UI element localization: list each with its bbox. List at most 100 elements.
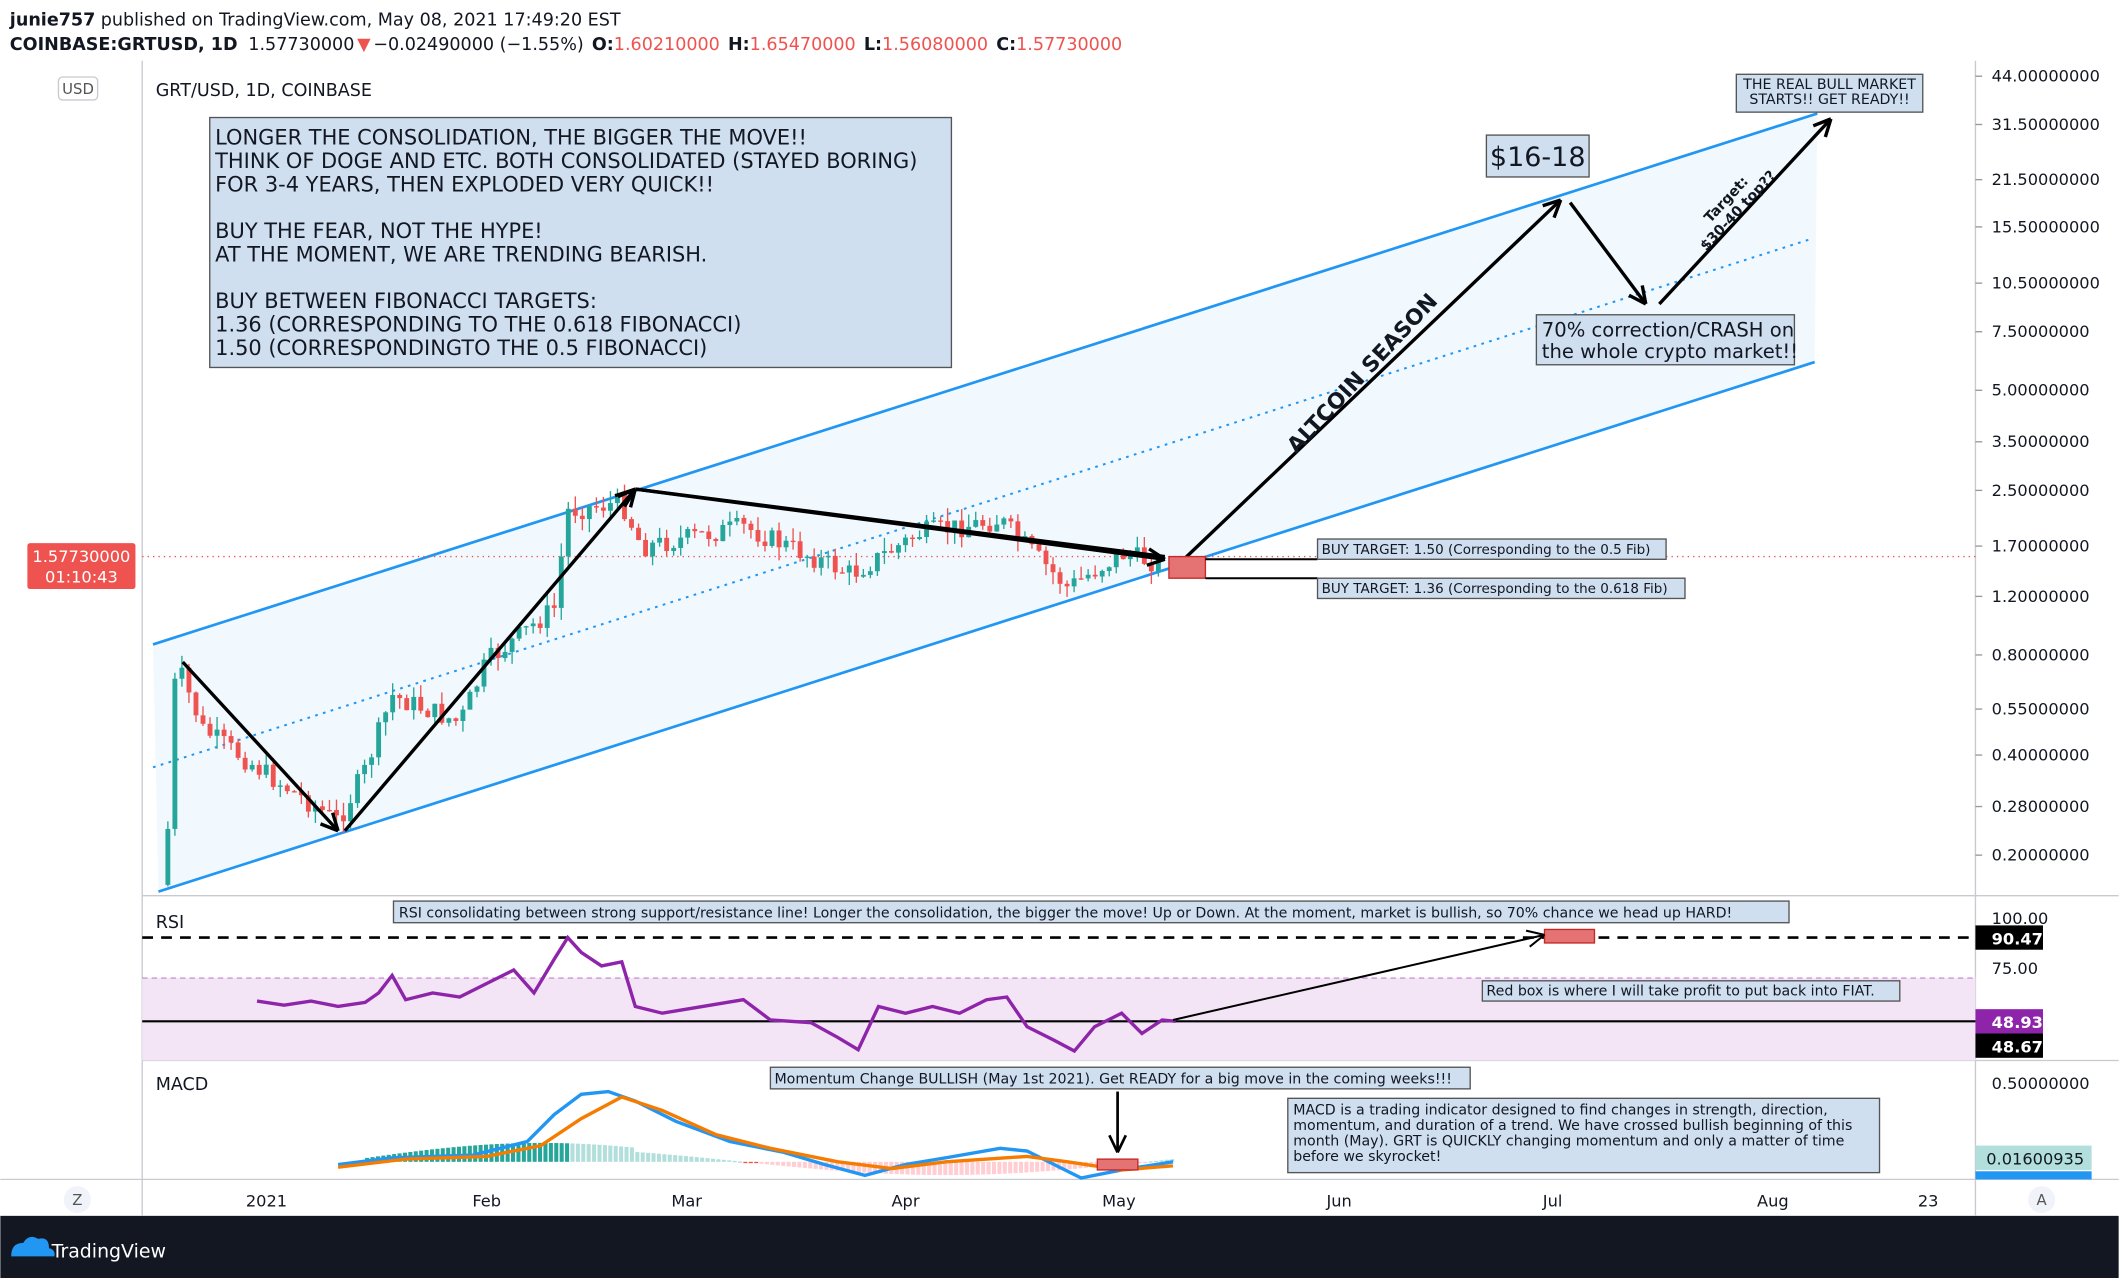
macd-hist [1137,1161,1142,1164]
macd-hist [581,1143,586,1162]
macd-note2-line: MACD is a trading indicator designed to … [1293,1103,1828,1119]
macd-hist [975,1161,980,1175]
candle [797,541,803,558]
rsi-line [256,934,1176,1054]
arrow-head [1108,1134,1119,1153]
change: −0.02490000 (−1.55%) [373,35,583,55]
macd-hist [754,1161,759,1164]
candle [678,537,684,548]
signal-line [337,1095,1174,1172]
candle [664,537,670,552]
macd-hist [1148,1161,1153,1163]
candle [881,551,887,554]
macd-hist [759,1161,764,1164]
candle [1092,574,1098,577]
price-label: 0.20000000 [1992,846,2090,865]
main-note-line: 1.36 (CORRESPONDING TO THE 0.618 FIBONAC… [215,313,741,337]
macd-hist [521,1143,526,1162]
macd-hist [597,1144,602,1162]
candle [411,696,417,711]
macd-hist [559,1143,564,1162]
macd-hist [819,1161,824,1170]
macd-hist [646,1152,651,1162]
candle [783,540,789,548]
candle [242,757,248,770]
o-value: 1.60210000 [614,35,720,55]
candle [720,524,726,542]
arrow [623,488,637,508]
macd-note2-box [1287,1097,1881,1174]
macd-hist [862,1161,867,1173]
buy-1: BUY TARGET: 1.50 (Corresponding to the 0… [1322,542,1651,558]
buy-2: BUY TARGET: 1.36 (Corresponding to the 0… [1322,581,1668,597]
candle [418,696,424,711]
candle [256,764,262,775]
macd-hist [705,1158,710,1162]
macd-hist [619,1146,624,1162]
candle [1008,518,1014,522]
arrow-head [1116,1134,1128,1153]
candle [334,809,339,816]
arrow-head [1640,285,1648,305]
macd-hist [548,1142,553,1162]
candle [523,626,529,628]
macd-hist [916,1161,921,1175]
macd-hist [1073,1161,1078,1169]
bull-box [1735,73,1924,113]
candle [460,709,466,721]
arrow-head [330,812,340,832]
macd-hist [802,1161,807,1168]
price-label: 5.00000000 [1992,381,2090,400]
macd-hist [721,1159,726,1162]
candle [1120,552,1126,560]
candle [1148,563,1154,572]
candle [1078,578,1084,580]
candle [1036,544,1042,551]
rsi-tag-value: 48.93 [1992,1013,2043,1032]
macd-hist [527,1142,532,1162]
target-text: $16-18 [1490,142,1586,173]
l-label: L: [864,35,882,55]
macd-hist [554,1143,559,1162]
rsi-axis-label: 75.00 [1992,959,2038,978]
macd-hist [1143,1161,1148,1164]
candle [558,556,564,608]
main-note-box [209,116,953,369]
candle [397,695,403,699]
macd-hist [727,1160,732,1162]
macd-hist [775,1161,780,1166]
candle [376,722,382,758]
macd-hist [737,1161,743,1163]
target-box [1485,134,1590,178]
main-note-line: BUY THE FEAR, NOT THE HYPE! [215,219,543,243]
publisher: junie757 [9,11,96,31]
candle [425,710,431,718]
macd-hist [991,1161,997,1175]
macd-axis-label: 0.50000000 [1992,1074,2090,1093]
time-label: Feb [472,1191,501,1210]
macd-hist [1035,1161,1040,1172]
macd-hist [543,1142,548,1162]
main-note-line: 1.50 (CORRESPONDINGTO THE 0.5 FIBONACCI) [215,336,707,360]
macd-hist [748,1161,753,1164]
time-label: 23 [1918,1191,1939,1210]
candle [811,556,817,568]
crash-box [1535,314,1796,366]
price-label: 31.50000000 [1992,115,2100,134]
macd-hist [1002,1161,1007,1174]
candle [790,540,796,543]
logo [11,1236,55,1257]
time-label: Aug [1757,1191,1789,1210]
channel-mid [152,238,1811,769]
scale-button[interactable] [2028,1186,2056,1214]
candle [207,723,213,736]
channel-line [158,360,1816,893]
macd-hist [981,1161,986,1175]
candle [221,729,227,737]
macd-tag-blue [1975,1171,2092,1180]
scale-button[interactable] [63,1186,91,1214]
macd-label: MACD [156,1075,209,1095]
c-value: 1.57730000 [1016,35,1122,55]
macd-hist [921,1161,926,1175]
